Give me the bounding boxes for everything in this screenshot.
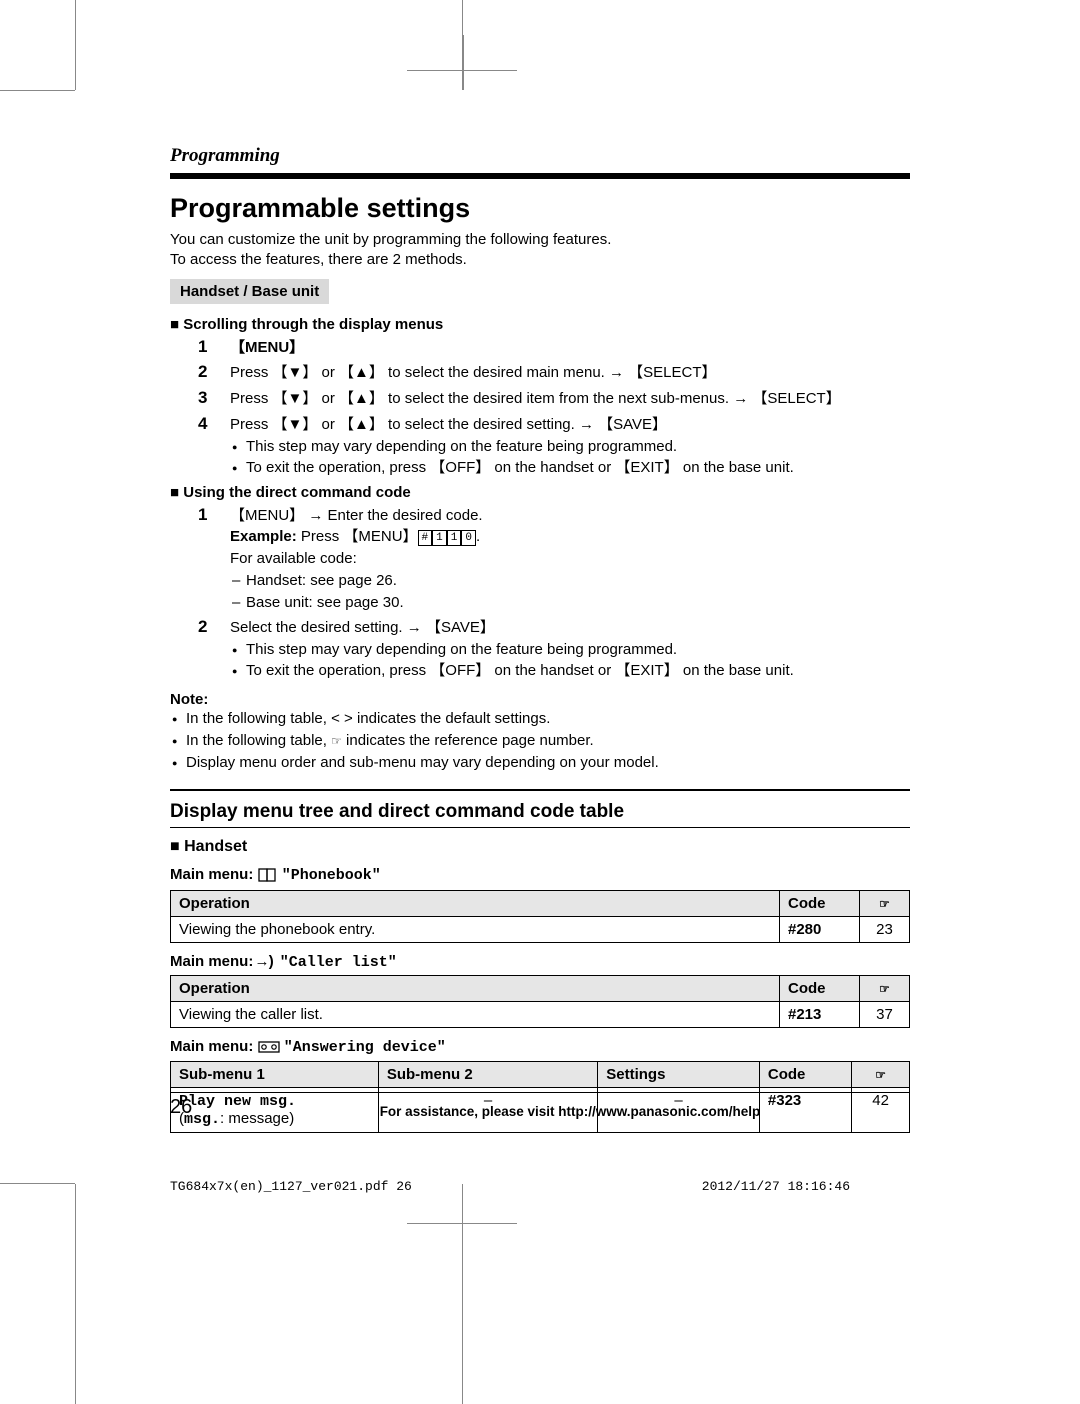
meta-timestamp: 2012/11/27 18:16:46 — [702, 1179, 850, 1194]
phonebook-page: 23 — [860, 917, 910, 943]
step-a4-bullet2: To exit the operation, press 【OFF】 on th… — [230, 457, 794, 478]
note-label: Note: — [170, 691, 910, 708]
page-number: 26 — [170, 1096, 230, 1119]
step-b1-avail: For available code: — [230, 550, 357, 567]
tape-icon — [258, 1040, 280, 1057]
heavy-rule — [170, 173, 910, 179]
step-b1-d1: Handset: see page 26. — [230, 570, 483, 592]
caller-code: #213 — [780, 1002, 860, 1028]
step-a4-bullet1: This step may vary depending on the feat… — [230, 436, 794, 457]
intro-line-1: You can customize the unit by programmin… — [170, 230, 910, 250]
step-b1-ex-text: Press 【MENU】 — [297, 528, 418, 545]
section-header: Programming — [170, 145, 910, 167]
phonebook-op: Viewing the phonebook entry. — [171, 917, 780, 943]
method-a-title: Scrolling through the display menus — [183, 316, 443, 333]
keycap-1b: 1 — [447, 530, 462, 546]
pointer-icon-th2: ☞ — [879, 982, 890, 996]
caller-icon: →) — [258, 954, 276, 971]
col-sub1: Sub-menu 1 — [171, 1062, 379, 1088]
menu-label-2: Main menu: — [170, 953, 253, 970]
col-settings: Settings — [598, 1062, 760, 1088]
col-code-2: Code — [780, 976, 860, 1002]
step-a1: 【MENU】 — [230, 339, 304, 356]
note-2a: In the following table, — [186, 732, 331, 749]
step-a4-text: Press 【▼】 or 【▲】 to select the desired s… — [230, 416, 667, 433]
col-code-3: Code — [759, 1062, 851, 1088]
page-footer: 26 For assistance, please visit http://w… — [170, 1092, 910, 1119]
step-b2: Select the desired setting. → 【SAVE】 Thi… — [230, 617, 794, 681]
step-b1-d2: Base unit: see page 30. — [230, 592, 483, 614]
keycap-hash: # — [418, 530, 433, 546]
meta-filename: TG684x7x(en)_1127_ver021.pdf 26 — [170, 1179, 412, 1194]
method-a-steps: 1【MENU】 2Press 【▼】 or 【▲】 to select the … — [198, 337, 910, 478]
caller-table: Operation Code ☞ Viewing the caller list… — [170, 975, 910, 1028]
step-b1-suffix: . — [476, 528, 480, 545]
col-page-icon-3: ☞ — [852, 1062, 910, 1088]
caller-page: 37 — [860, 1002, 910, 1028]
tree-heading: Display menu tree and direct command cod… — [170, 801, 910, 823]
phonebook-icon — [258, 868, 278, 886]
phonebook-name: "Phonebook" — [282, 867, 381, 884]
note-list: In the following table, < > indicates th… — [170, 708, 910, 773]
col-operation: Operation — [171, 891, 780, 917]
col-operation-2: Operation — [171, 976, 780, 1002]
answering-name: "Answering device" — [284, 1039, 446, 1056]
phonebook-code-val: #280 — [788, 921, 821, 938]
intro-line-2: To access the features, there are 2 meth… — [170, 250, 910, 270]
pointer-icon: ☞ — [331, 734, 342, 748]
device-tab: Handset / Base unit — [170, 279, 329, 304]
caller-code-val: #213 — [788, 1006, 821, 1023]
answering-menu-line: Main menu: "Answering device" — [170, 1038, 910, 1057]
step-a3: Press 【▼】 or 【▲】 to select the desired i… — [230, 388, 841, 410]
footer-assist: For assistance, please visit http://www.… — [230, 1104, 910, 1119]
handset-heading: ■ Handset — [170, 838, 910, 856]
page-content: Programming Programmable settings You ca… — [170, 145, 910, 1133]
method-a-heading: ■ Scrolling through the display menus — [170, 316, 910, 333]
note-1: In the following table, < > indicates th… — [170, 708, 910, 730]
phonebook-table: Operation Code ☞ Viewing the phonebook e… — [170, 890, 910, 943]
handset-title: Handset — [184, 838, 247, 855]
col-page-icon: ☞ — [860, 891, 910, 917]
keycap-0: 0 — [461, 530, 476, 546]
step-b2-bullet1: This step may vary depending on the feat… — [230, 639, 794, 660]
pointer-icon-th3: ☞ — [875, 1068, 886, 1082]
step-b1: 【MENU】 → Enter the desired code. Example… — [230, 505, 483, 614]
step-a2: Press 【▼】 or 【▲】 to select the desired m… — [230, 362, 717, 384]
step-b2-bullet2: To exit the operation, press 【OFF】 on th… — [230, 660, 794, 681]
step-b2-text: Select the desired setting. → 【SAVE】 — [230, 619, 495, 636]
print-metadata: TG684x7x(en)_1127_ver021.pdf 26 2012/11/… — [170, 1179, 910, 1199]
note-2: In the following table, ☞ indicates the … — [170, 730, 910, 752]
method-b-title: Using the direct command code — [183, 484, 411, 501]
method-b-heading: ■ Using the direct command code — [170, 484, 910, 501]
note-2b: indicates the reference page number. — [342, 732, 594, 749]
step-b1-ex-label: Example: — [230, 528, 297, 545]
caller-op: Viewing the caller list. — [171, 1002, 780, 1028]
phonebook-code: #280 — [780, 917, 860, 943]
menu-label-3: Main menu: — [170, 1038, 253, 1055]
intro-text: You can customize the unit by programmin… — [170, 230, 910, 271]
step-b1-line1: 【MENU】 → Enter the desired code. — [230, 507, 483, 524]
tree-rule — [170, 827, 910, 828]
keycap-1a: 1 — [432, 530, 447, 546]
caller-menu-line: Main menu: →) "Caller list" — [170, 953, 910, 971]
menu-label-1: Main menu: — [170, 866, 253, 883]
col-code: Code — [780, 891, 860, 917]
page-title: Programmable settings — [170, 193, 910, 224]
col-page-icon-2: ☞ — [860, 976, 910, 1002]
section-rule — [170, 789, 910, 791]
note-3: Display menu order and sub-menu may vary… — [170, 752, 910, 774]
method-b-steps: 1 【MENU】 → Enter the desired code. Examp… — [198, 505, 910, 682]
phonebook-menu-line: Main menu: "Phonebook" — [170, 866, 910, 886]
caller-name: "Caller list" — [280, 954, 397, 971]
col-sub2: Sub-menu 2 — [378, 1062, 597, 1088]
step-a4: Press 【▼】 or 【▲】 to select the desired s… — [230, 414, 794, 478]
pointer-icon-th1: ☞ — [879, 897, 890, 911]
